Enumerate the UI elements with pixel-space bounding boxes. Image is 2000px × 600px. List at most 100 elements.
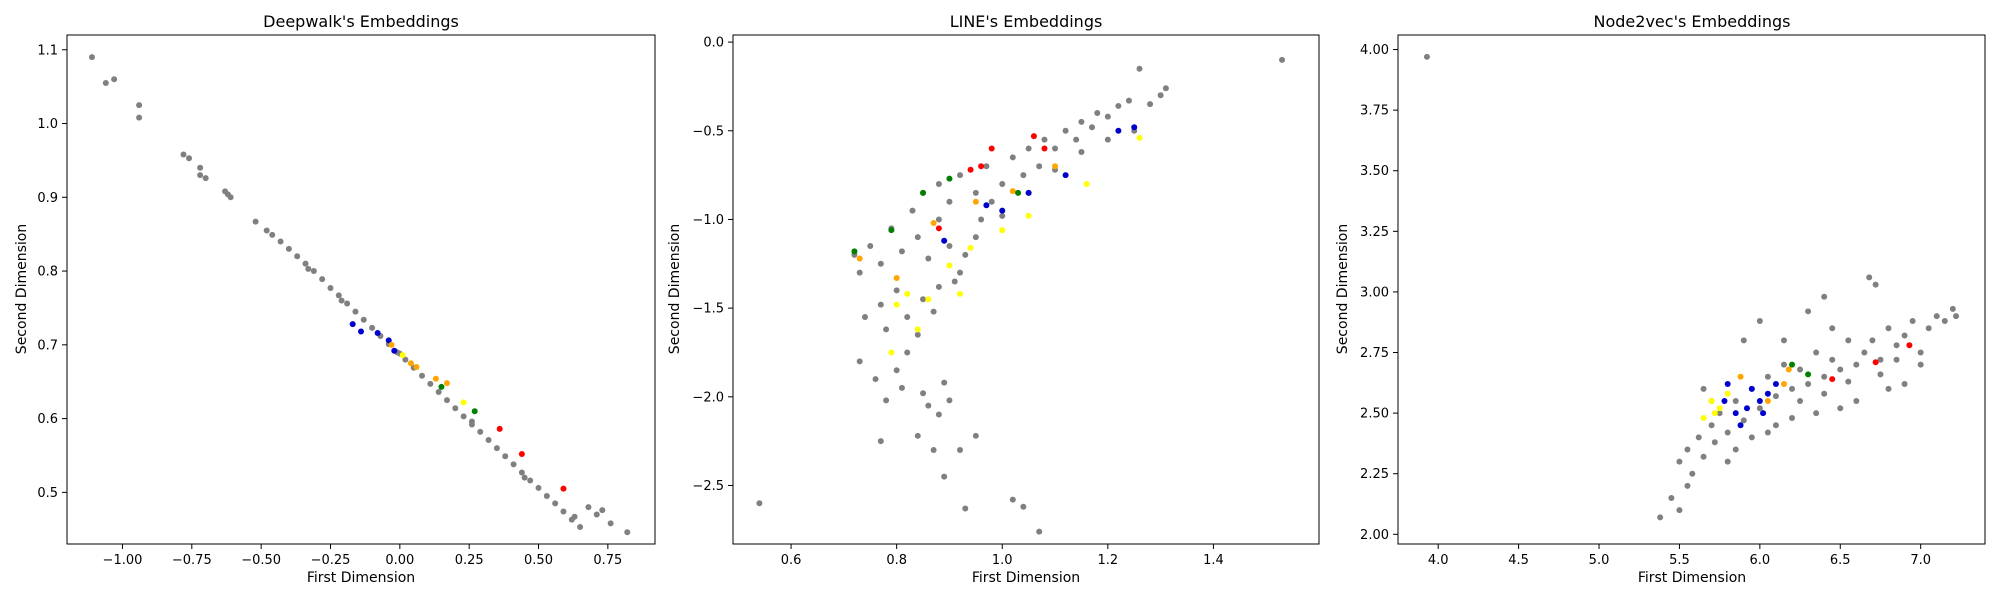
data-point <box>310 268 317 275</box>
x-tick-label: 0.75 <box>593 553 622 568</box>
data-point <box>1125 97 1132 104</box>
data-point <box>1756 318 1763 325</box>
data-point <box>1668 494 1675 501</box>
data-point <box>452 405 459 412</box>
data-point <box>391 347 398 354</box>
data-point <box>88 54 95 61</box>
data-point <box>1893 342 1900 349</box>
data-point <box>1700 453 1707 460</box>
data-point <box>1020 172 1027 179</box>
plot-area <box>66 34 656 545</box>
data-point <box>358 328 364 335</box>
data-point <box>957 269 964 276</box>
data-point <box>1088 124 1095 131</box>
data-point <box>856 358 863 365</box>
data-point <box>571 513 578 520</box>
data-point <box>510 461 517 468</box>
data-point <box>920 296 927 303</box>
data-point <box>624 529 631 536</box>
data-point <box>136 102 143 109</box>
x-axis-label: First Dimension <box>972 570 1080 586</box>
data-point <box>1772 381 1779 388</box>
y-tick-label: 2.00 <box>1360 528 1389 543</box>
data-point <box>1009 154 1016 161</box>
data-point <box>1009 496 1016 503</box>
data-point <box>1062 127 1069 134</box>
chart-title: Deepwalk's Embeddings <box>263 12 459 31</box>
data-point <box>972 198 979 205</box>
data-point <box>930 447 937 454</box>
data-point <box>1821 373 1828 380</box>
data-point <box>999 180 1006 187</box>
data-point <box>888 227 895 234</box>
x-tick-label: 1.2 <box>1097 553 1118 568</box>
data-point <box>1020 503 1027 510</box>
x-tick-label: 1.4 <box>1203 553 1224 568</box>
data-point <box>585 504 592 511</box>
data-points <box>88 54 631 536</box>
data-point <box>1025 145 1032 152</box>
data-point <box>930 308 937 315</box>
data-point <box>1805 308 1812 315</box>
data-point <box>1115 102 1122 109</box>
data-point <box>1078 149 1085 156</box>
data-point <box>1041 145 1048 152</box>
data-point <box>946 397 953 404</box>
data-point <box>946 175 953 182</box>
y-tick-label: 3.00 <box>1360 285 1389 300</box>
data-point <box>460 399 467 406</box>
data-point <box>1700 414 1707 421</box>
data-point <box>1025 212 1032 219</box>
y-tick-label: 1.0 <box>37 117 58 132</box>
data-point <box>1829 356 1836 363</box>
data-point <box>972 432 979 439</box>
data-point <box>1861 349 1868 356</box>
y-tick-label: 3.25 <box>1360 225 1389 240</box>
data-point <box>1657 514 1664 521</box>
data-point <box>1708 422 1715 429</box>
data-point <box>1866 274 1873 281</box>
data-point <box>957 172 964 179</box>
data-point <box>1933 313 1940 320</box>
data-point <box>925 402 932 409</box>
data-point <box>1764 373 1771 380</box>
data-point <box>883 326 890 333</box>
data-point <box>399 352 406 359</box>
y-tick-label: −1.5 <box>692 302 724 317</box>
data-point <box>335 292 342 299</box>
data-point <box>1147 101 1154 108</box>
data-point <box>352 308 359 315</box>
x-tick-label: 4.0 <box>1428 553 1449 568</box>
y-tick-label: 0.6 <box>37 412 58 427</box>
data-point <box>269 231 276 238</box>
data-point <box>407 360 414 367</box>
data-point <box>914 326 921 333</box>
data-points <box>756 56 1286 535</box>
data-point <box>344 300 351 307</box>
data-point <box>914 234 921 241</box>
data-point <box>136 114 143 121</box>
data-point <box>252 218 259 225</box>
data-point <box>1949 305 1956 312</box>
y-axis-label: Second Dimension <box>667 224 683 354</box>
data-point <box>1721 397 1728 404</box>
data-point <box>1732 397 1739 404</box>
data-point <box>946 243 953 250</box>
data-point <box>1917 361 1924 368</box>
x-tick-label: 0.50 <box>524 553 553 568</box>
data-point <box>1764 397 1771 404</box>
data-point <box>988 198 995 205</box>
data-point <box>443 397 450 404</box>
data-point <box>338 297 345 304</box>
data-point <box>186 155 193 162</box>
data-point <box>1885 325 1892 332</box>
y-tick-label: 4.00 <box>1360 43 1389 58</box>
y-tick-label: −2.5 <box>692 479 724 494</box>
data-point <box>941 237 948 244</box>
data-point <box>1877 371 1884 378</box>
data-point <box>872 376 879 383</box>
data-point <box>180 151 187 158</box>
ticks: −1.00 −0.75 −0.50 −0.25 0.00 0.25 0.50 0.75 0.5 0… <box>37 43 622 568</box>
data-point <box>227 194 234 201</box>
